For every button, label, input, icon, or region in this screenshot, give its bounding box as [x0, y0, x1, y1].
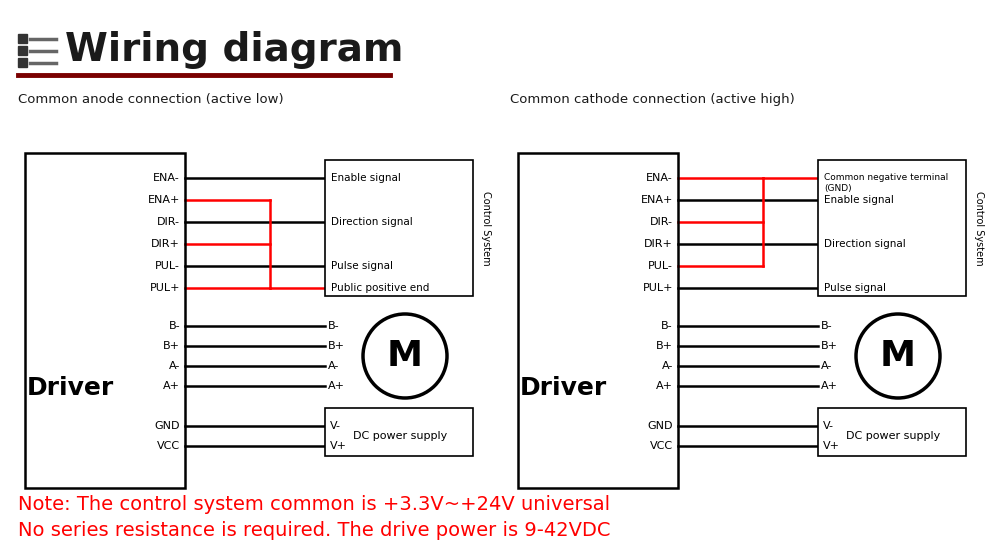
Text: GND: GND	[648, 421, 673, 431]
Bar	[518, 153, 678, 488]
Text: DIR-: DIR-	[650, 217, 673, 227]
Text: A-: A-	[328, 361, 339, 371]
Text: PUL-: PUL-	[648, 261, 673, 271]
Text: DC power supply: DC power supply	[353, 431, 447, 441]
Text: Public positive end: Public positive end	[331, 283, 429, 293]
Text: VCC: VCC	[650, 441, 673, 451]
Text: B+: B+	[328, 341, 345, 351]
Text: A+: A+	[656, 381, 673, 391]
Text: V+: V+	[330, 441, 347, 451]
Text: Enable signal: Enable signal	[824, 195, 894, 205]
Text: B+: B+	[163, 341, 180, 351]
Text: PUL+: PUL+	[150, 283, 180, 293]
Text: V-: V-	[330, 421, 341, 431]
Text: A+: A+	[328, 381, 345, 391]
Text: A-: A-	[821, 361, 832, 371]
Text: No series resistance is required. The drive power is 9-42VDC: No series resistance is required. The dr…	[18, 521, 610, 540]
Text: Common negative terminal: Common negative terminal	[824, 174, 948, 182]
Text: A+: A+	[163, 381, 180, 391]
Text: B+: B+	[656, 341, 673, 351]
Bar	[18, 34, 27, 43]
Text: V+: V+	[823, 441, 840, 451]
Text: Control System: Control System	[974, 191, 984, 266]
Text: A-: A-	[169, 361, 180, 371]
Circle shape	[856, 314, 940, 398]
Text: B+: B+	[821, 341, 838, 351]
Text: DIR+: DIR+	[151, 239, 180, 249]
Bar	[325, 160, 473, 296]
Text: Enable signal: Enable signal	[331, 173, 401, 183]
Text: M: M	[387, 339, 423, 373]
Text: Note: The control system common is +3.3V~+24V universal: Note: The control system common is +3.3V…	[18, 495, 610, 514]
Text: Driver: Driver	[519, 376, 607, 400]
Text: V-: V-	[823, 421, 834, 431]
Text: Common anode connection (active low): Common anode connection (active low)	[18, 93, 284, 106]
Circle shape	[363, 314, 447, 398]
Text: ENA-: ENA-	[153, 173, 180, 183]
Bar	[325, 408, 473, 456]
Text: Direction signal: Direction signal	[331, 217, 413, 227]
Text: Driver: Driver	[26, 376, 114, 400]
Text: Wiring diagram: Wiring diagram	[65, 31, 404, 69]
Text: PUL-: PUL-	[155, 261, 180, 271]
Bar	[818, 408, 966, 456]
Bar	[18, 46, 27, 55]
Text: Pulse signal: Pulse signal	[824, 283, 886, 293]
Text: B-: B-	[328, 321, 340, 331]
Text: A-: A-	[662, 361, 673, 371]
Text: DIR+: DIR+	[644, 239, 673, 249]
Text: Control System: Control System	[481, 191, 491, 266]
Text: PUL+: PUL+	[642, 283, 673, 293]
Text: DIR-: DIR-	[157, 217, 180, 227]
Text: B-: B-	[821, 321, 833, 331]
Text: M: M	[880, 339, 916, 373]
Text: ENA-: ENA-	[646, 173, 673, 183]
Bar	[818, 160, 966, 296]
Text: ENA+: ENA+	[148, 195, 180, 205]
Text: Direction signal: Direction signal	[824, 239, 906, 249]
Bar	[25, 153, 185, 488]
Text: GND: GND	[154, 421, 180, 431]
Text: B-: B-	[661, 321, 673, 331]
Text: VCC: VCC	[157, 441, 180, 451]
Text: B-: B-	[168, 321, 180, 331]
Text: Common cathode connection (active high): Common cathode connection (active high)	[510, 93, 795, 106]
Text: DC power supply: DC power supply	[846, 431, 940, 441]
Text: ENA+: ENA+	[641, 195, 673, 205]
Bar	[18, 58, 27, 67]
Text: Pulse signal: Pulse signal	[331, 261, 393, 271]
Text: (GND): (GND)	[824, 185, 852, 193]
Text: A+: A+	[821, 381, 838, 391]
